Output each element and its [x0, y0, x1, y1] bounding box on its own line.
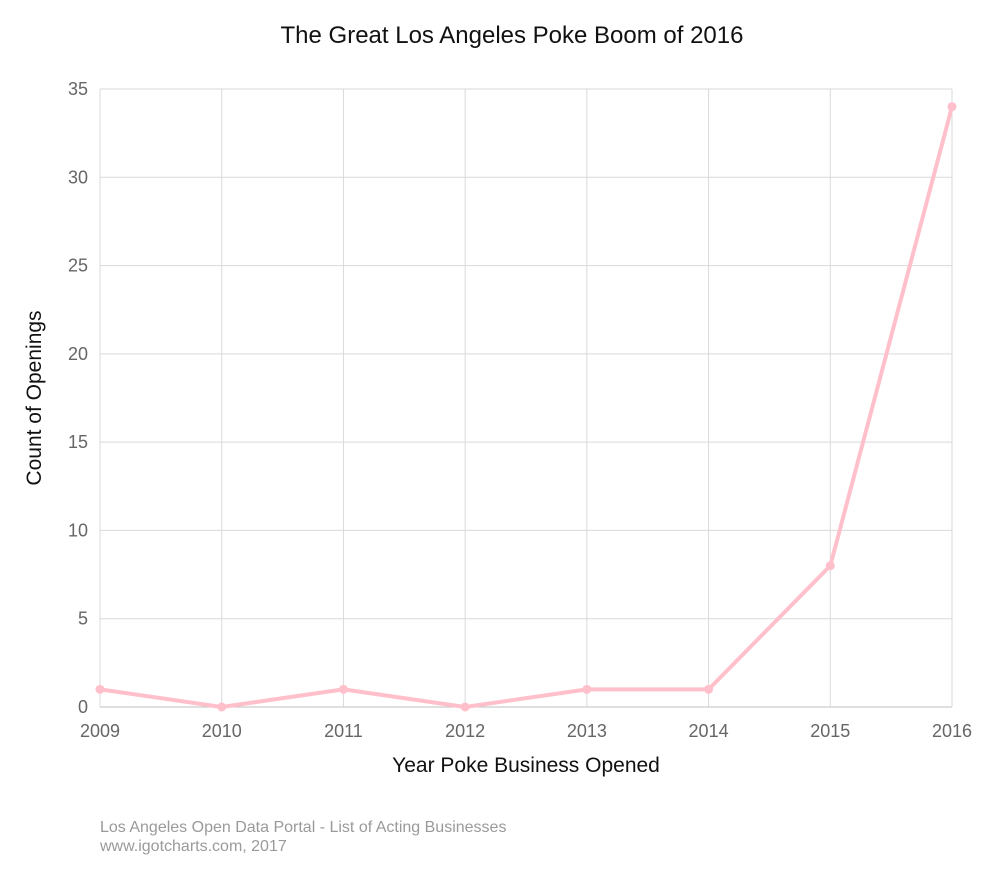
y-tick-label: 5 [78, 609, 88, 629]
y-tick-label: 35 [68, 79, 88, 99]
x-tick-label: 2010 [202, 721, 242, 741]
y-gridlines [100, 89, 952, 707]
data-point [461, 703, 470, 712]
x-tick-label: 2016 [932, 721, 972, 741]
credit-note: www.igotcharts.com, 2017 [100, 837, 506, 856]
chart-title: The Great Los Angeles Poke Boom of 2016 [281, 22, 744, 49]
x-tick-label: 2012 [445, 721, 485, 741]
x-axis-title: Year Poke Business Opened [392, 754, 660, 777]
x-gridlines [100, 89, 952, 707]
series-group [96, 102, 957, 711]
data-point [217, 703, 226, 712]
y-tick-label: 10 [68, 520, 88, 540]
y-tick-labels: 0 5 10 15 20 25 30 35 [68, 79, 88, 717]
data-point [704, 685, 713, 694]
x-tick-label: 2014 [689, 721, 729, 741]
source-note: Los Angeles Open Data Portal - List of A… [100, 818, 506, 837]
y-tick-label: 15 [68, 432, 88, 452]
x-tick-label: 2015 [810, 721, 850, 741]
data-point [826, 561, 835, 570]
data-point [96, 685, 105, 694]
series-line [100, 107, 952, 707]
chart-footer: Los Angeles Open Data Portal - List of A… [100, 818, 506, 856]
y-tick-label: 30 [68, 167, 88, 187]
data-point [948, 102, 957, 111]
x-tick-label: 2013 [567, 721, 607, 741]
data-point [582, 685, 591, 694]
x-tick-label: 2009 [80, 721, 120, 741]
y-tick-label: 25 [68, 256, 88, 276]
x-tick-labels: 2009 2010 2011 2012 2013 2014 2015 2016 [80, 721, 972, 741]
x-tick-label: 2011 [324, 721, 363, 741]
data-point [339, 685, 348, 694]
y-tick-label: 0 [78, 697, 88, 717]
y-tick-label: 20 [68, 344, 88, 364]
y-axis-title: Count of Openings [23, 310, 46, 485]
